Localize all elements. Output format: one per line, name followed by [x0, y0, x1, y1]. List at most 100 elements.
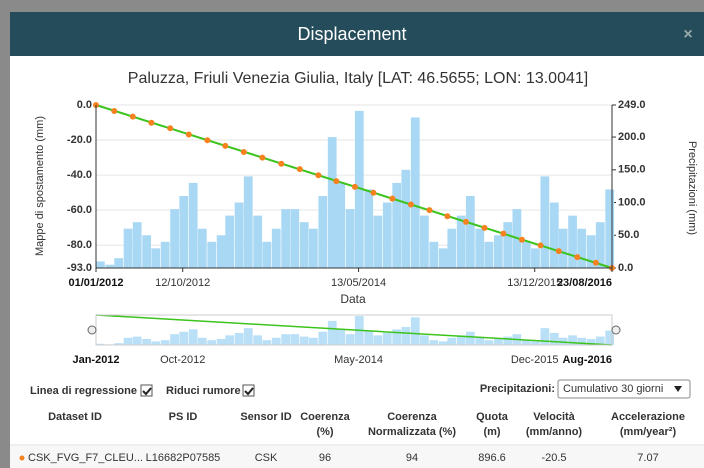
- precipitation-bar: [401, 326, 411, 345]
- displacement-point: [315, 172, 322, 179]
- navigator-label: May-2014: [334, 354, 383, 366]
- precip-select[interactable]: [557, 379, 691, 399]
- regression-checkbox[interactable]: [140, 384, 153, 397]
- table-row: [10, 446, 704, 468]
- table-header: (%): [316, 426, 333, 438]
- precipitation-bar: [170, 209, 179, 268]
- displacement-point: [370, 189, 377, 196]
- precipitation-bar: [420, 335, 429, 345]
- precipitation-bar: [262, 340, 272, 345]
- precipitation-bar: [142, 338, 152, 345]
- displacement-point: [167, 125, 174, 132]
- precipitation-bar: [336, 182, 346, 268]
- precipitation-bar: [456, 335, 466, 345]
- precipitation-bar: [132, 336, 142, 345]
- precipitation-bar: [327, 137, 337, 268]
- precipitation-bar: [207, 241, 217, 268]
- table-header: Sensor ID: [240, 411, 291, 423]
- displacement-point: [222, 142, 229, 149]
- x-tick-label: 13/05/2014: [331, 277, 386, 289]
- select-arrow: [674, 386, 682, 392]
- x-axis-title: Data: [340, 292, 366, 306]
- precipitation-bar: [429, 340, 439, 345]
- precip-select-value: Cumulativo 30 giorni: [563, 383, 663, 395]
- precipitation-bar: [410, 317, 420, 345]
- precipitation-bar: [392, 329, 402, 345]
- table-cell: 7.07: [637, 452, 658, 464]
- precipitation-bar: [382, 202, 392, 268]
- precipitation-bar: [447, 228, 457, 268]
- precipitation-bar: [123, 228, 133, 268]
- table-cell: 896.6: [478, 452, 506, 464]
- precipitation-bar: [160, 241, 170, 268]
- table-header: (mm/anno): [526, 426, 583, 438]
- y2-tick-label: 50.0: [618, 229, 639, 241]
- precipitation-bar: [96, 343, 105, 345]
- displacement-point: [518, 236, 525, 243]
- precipitation-bar: [160, 340, 170, 345]
- precipitation-bar: [549, 332, 559, 345]
- x-tick-label: 13/12/2015: [507, 277, 562, 289]
- displacement-point: [592, 259, 599, 266]
- displacement-point: [389, 195, 396, 202]
- displacement-point: [259, 154, 266, 161]
- navigator-handle[interactable]: [87, 325, 97, 335]
- displacement-point: [185, 131, 192, 138]
- displacement-point: [148, 119, 155, 126]
- table-header: (mm/year²): [620, 426, 677, 438]
- precipitation-bar: [420, 215, 429, 268]
- modal-title: Displacement: [297, 24, 406, 44]
- table-header: Coerenza: [300, 411, 350, 423]
- denoise-checkbox[interactable]: [242, 384, 255, 397]
- table-cell: CSK_FVG_F7_CLEU...: [28, 452, 143, 464]
- y2-tick-label: 100.0: [618, 196, 646, 208]
- displacement-point: [296, 166, 303, 173]
- precipitation-bar: [540, 328, 550, 345]
- check-icon: [142, 387, 152, 396]
- precipitation-bar: [447, 337, 457, 345]
- precipitation-bar: [318, 195, 328, 268]
- precipitation-bar: [493, 235, 503, 268]
- precipitation-bar: [299, 222, 309, 268]
- precipitation-bar: [179, 195, 189, 268]
- table-cell: -20.5: [541, 452, 566, 464]
- navigator-handle[interactable]: [611, 325, 621, 335]
- y-tick-label: -40.0: [67, 169, 92, 181]
- precipitation-bar: [373, 215, 383, 268]
- precipitation-bar: [262, 241, 272, 268]
- precipitation-bar: [290, 209, 300, 268]
- precipitation-bar: [114, 258, 124, 268]
- precipitation-bar: [401, 169, 411, 268]
- precipitation-bar: [438, 341, 448, 345]
- table-cell: CSK: [255, 452, 278, 464]
- displacement-point: [111, 107, 118, 114]
- table-header: Quota: [476, 411, 509, 423]
- displacement-point: [500, 230, 507, 237]
- precipitation-bar: [197, 337, 207, 345]
- displacement-point: [278, 160, 285, 167]
- precipitation-bar: [503, 222, 513, 268]
- chart-title: Paluzza, Friuli Venezia Giulia, Italy [L…: [128, 70, 588, 87]
- x-tick-label: 12/10/2012: [155, 277, 210, 289]
- precipitation-bar: [299, 336, 309, 345]
- y2-axis-title: Precipitazioni (mm): [686, 141, 698, 235]
- table-cell: 96: [319, 452, 331, 464]
- precipitation-bar: [493, 338, 503, 345]
- precipitation-bar: [456, 215, 466, 268]
- precipitation-bar: [188, 182, 198, 268]
- precipitation-bar: [438, 248, 448, 268]
- precipitation-bar: [531, 248, 540, 268]
- modal-header: [10, 12, 704, 56]
- precipitation-bar: [197, 228, 207, 268]
- precipitation-bar: [558, 337, 568, 345]
- precipitation-bar: [216, 338, 226, 345]
- precipitation-bar: [234, 332, 244, 345]
- precipitation-bar: [105, 264, 115, 268]
- displacement-point: [204, 137, 211, 144]
- regression-line: [95, 314, 613, 346]
- precipitation-bar: [568, 215, 577, 268]
- precipitation-bar: [392, 182, 402, 268]
- close-button[interactable]: ×: [683, 26, 692, 43]
- precipitation-bar: [336, 329, 346, 345]
- precipitation-bar: [188, 329, 198, 345]
